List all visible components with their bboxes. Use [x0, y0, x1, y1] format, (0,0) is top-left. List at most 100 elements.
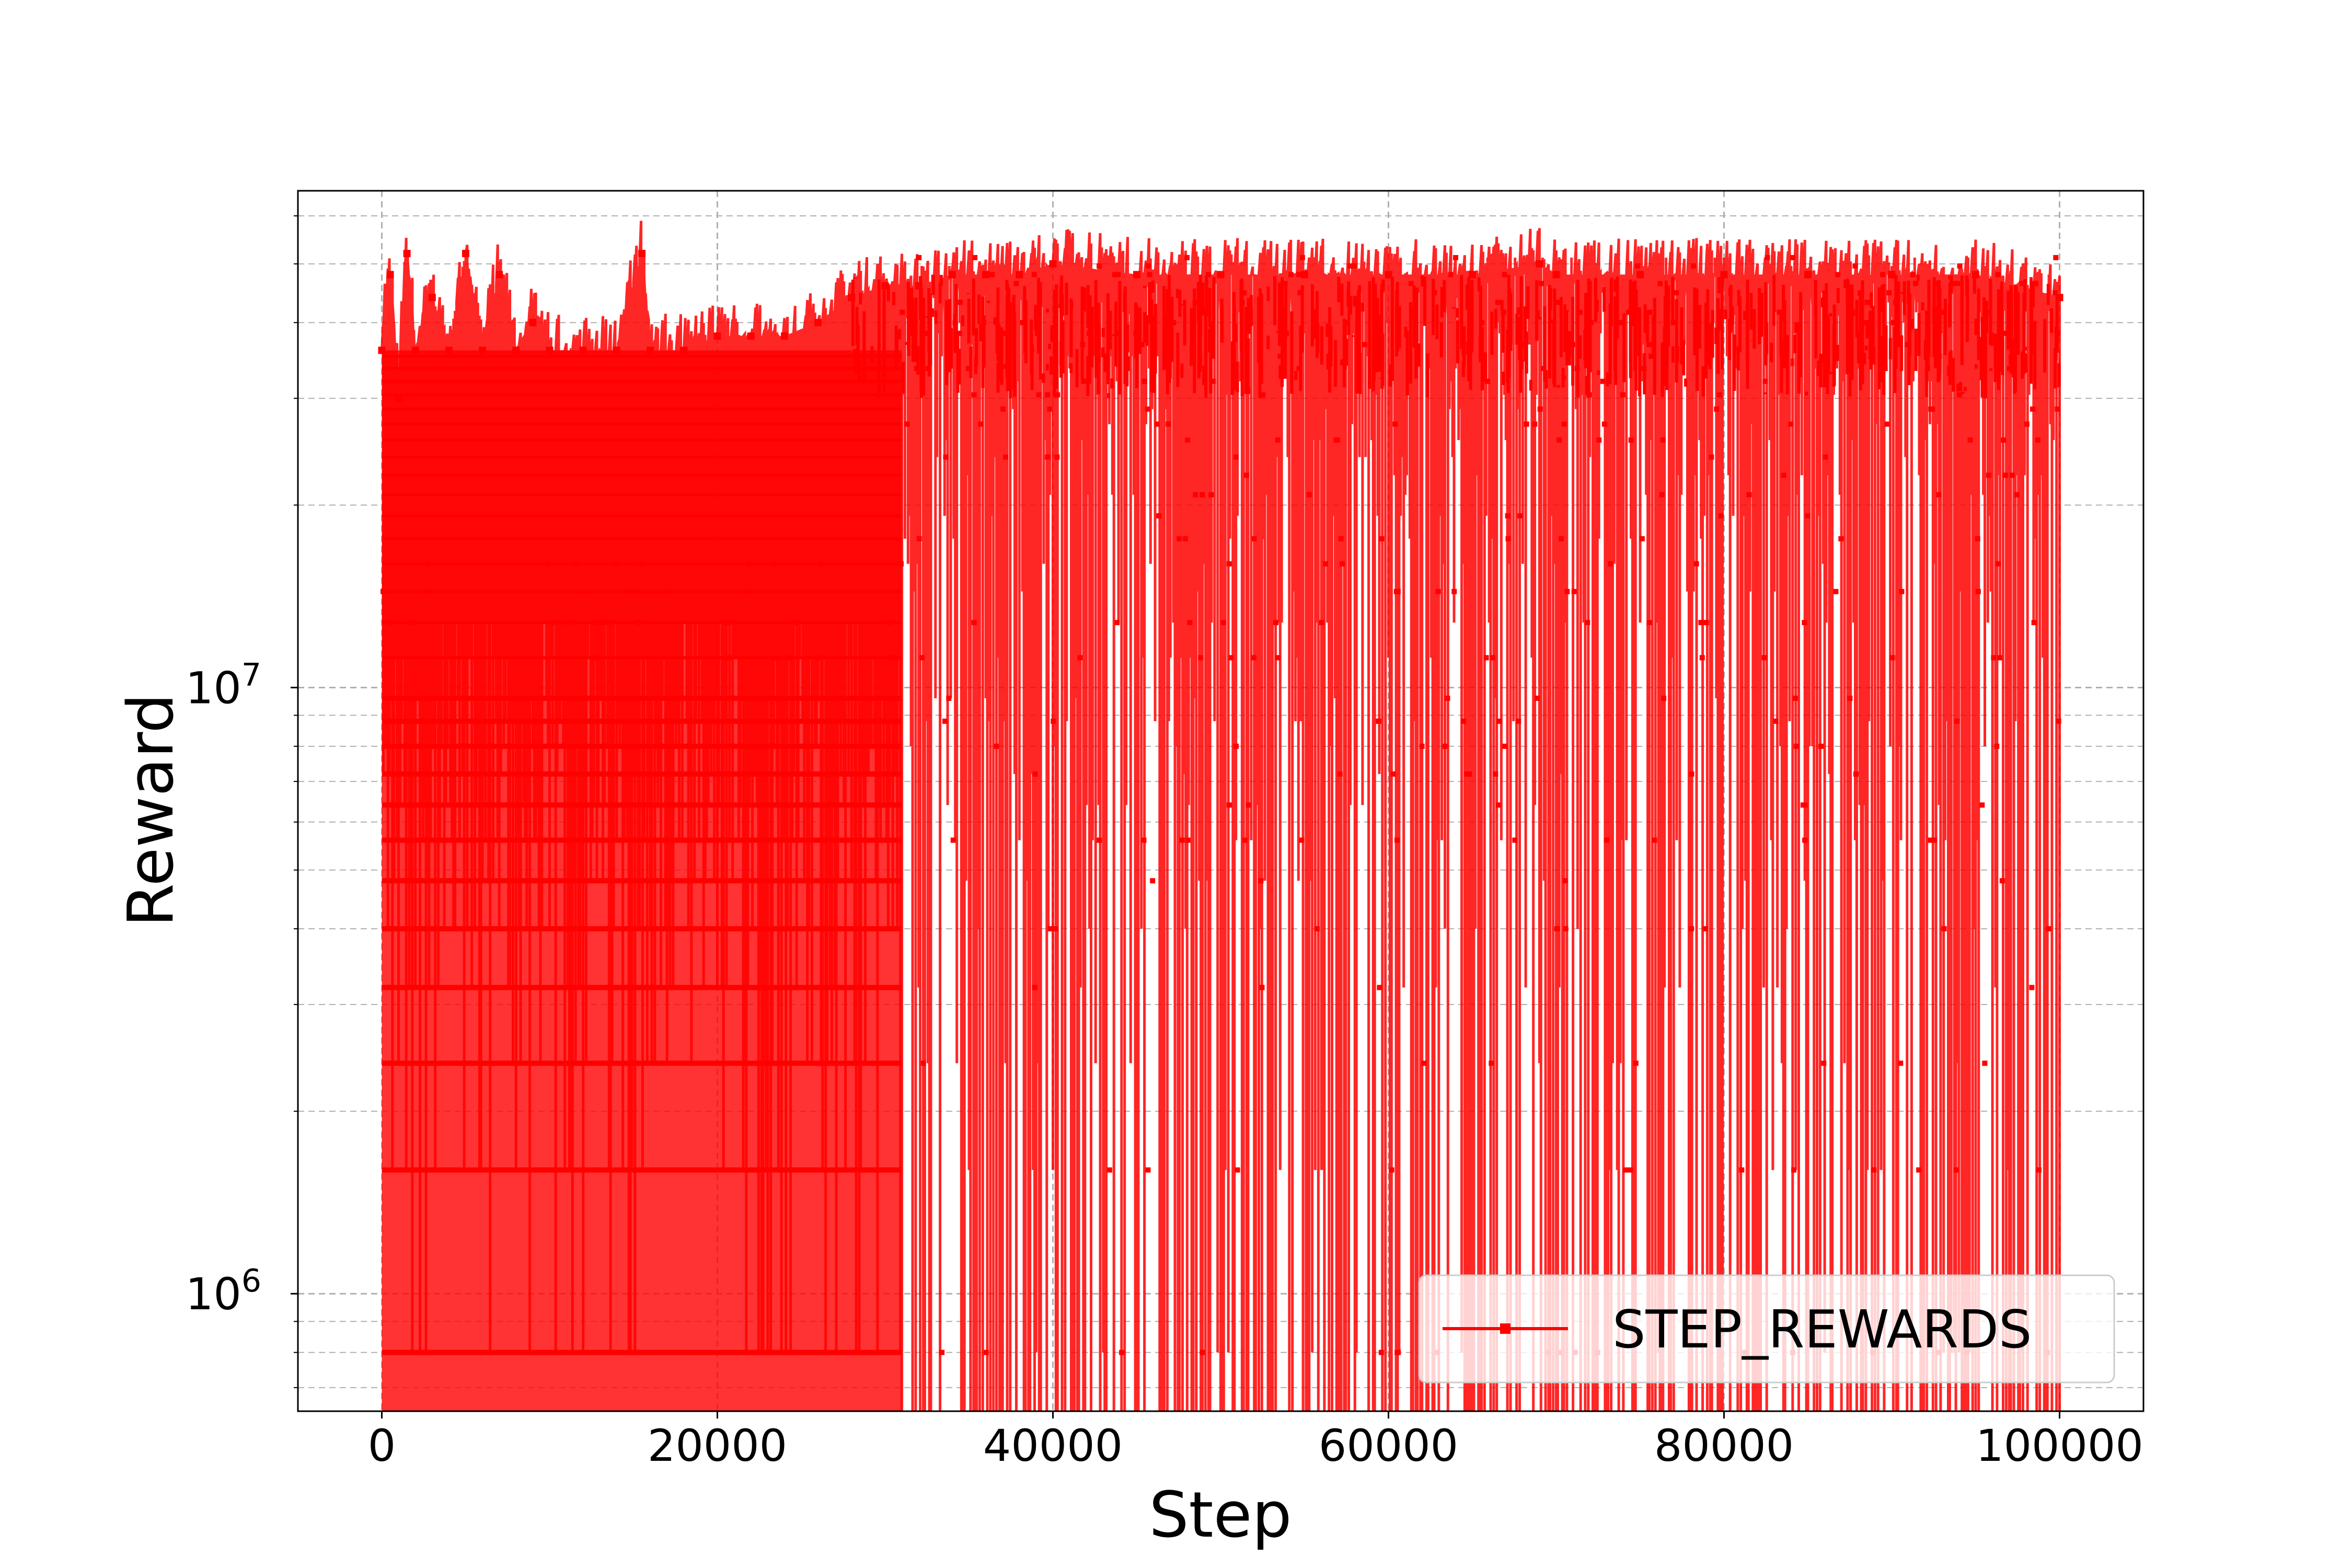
- reward-marker: [1671, 320, 1677, 326]
- reward-marker: [381, 589, 386, 594]
- reward-marker: [854, 1350, 859, 1355]
- x-tick-label: 60000: [1319, 1420, 1458, 1471]
- reward-marker: [925, 366, 931, 372]
- reward-marker: [1258, 878, 1264, 884]
- reward-sample-marker: [428, 294, 436, 302]
- reward-marker: [511, 1060, 517, 1066]
- reward-marker: [1251, 536, 1257, 541]
- reward-marker: [950, 837, 956, 843]
- reward-marker: [658, 1167, 664, 1173]
- reward-marker: [1479, 320, 1484, 326]
- reward-marker: [1652, 837, 1657, 843]
- reward-marker: [1182, 536, 1188, 541]
- reward-marker: [1635, 263, 1641, 269]
- reward-marker: [943, 454, 949, 460]
- y-tick-label: 107: [186, 656, 261, 713]
- reward-marker: [2029, 985, 2035, 990]
- reward-marker: [1939, 309, 1945, 315]
- reward-marker: [595, 1060, 601, 1066]
- plot-frame: [297, 190, 2145, 1412]
- reward-marker: [1000, 330, 1006, 336]
- reward-sample-marker: [378, 347, 386, 354]
- reward-marker: [1193, 492, 1198, 498]
- reward-marker: [916, 536, 922, 541]
- reward-marker: [1626, 309, 1632, 315]
- reward-marker: [1967, 437, 1973, 443]
- reward-marker: [1975, 536, 1980, 541]
- reward-marker: [1905, 342, 1910, 348]
- reward-marker: [605, 718, 611, 724]
- reward-marker: [1703, 620, 1709, 626]
- reward-marker: [1036, 392, 1042, 398]
- reward-sample-marker: [1888, 271, 1896, 279]
- reward-marker: [785, 837, 790, 843]
- reward-sample-marker: [445, 347, 453, 354]
- reward-marker: [1689, 771, 1694, 777]
- reward-marker: [1306, 492, 1312, 498]
- legend-label: STEP_REWARDS: [1612, 1299, 2032, 1360]
- reward-marker: [799, 878, 805, 884]
- reward-marker: [1600, 378, 1606, 384]
- reward-marker: [1864, 299, 1870, 305]
- x-tick-label: 80000: [1654, 1420, 1794, 1471]
- reward-marker: [1699, 655, 1705, 661]
- reward-sample-marker: [462, 250, 469, 258]
- reward-sample-marker: [529, 319, 537, 327]
- reward-marker: [763, 696, 768, 701]
- reward-marker: [809, 718, 815, 724]
- reward-marker: [2055, 406, 2060, 412]
- reward-marker: [1097, 263, 1102, 269]
- reward-sample-marker: [1636, 271, 1644, 279]
- reward-marker: [1220, 620, 1226, 626]
- reward-marker: [895, 743, 901, 749]
- reward-marker: [1773, 718, 1779, 724]
- reward-marker: [1003, 454, 1009, 460]
- reward-marker: [1260, 392, 1266, 398]
- reward-marker: [1177, 536, 1182, 541]
- reward-marker: [1343, 320, 1348, 326]
- reward-marker: [1991, 655, 1997, 661]
- reward-sample-marker: [403, 250, 411, 258]
- reward-marker: [1347, 263, 1353, 269]
- reward-marker: [1716, 392, 1722, 398]
- reward-marker: [1660, 437, 1666, 443]
- reward-marker: [1421, 1060, 1427, 1066]
- reward-marker: [1502, 743, 1508, 749]
- reward-marker: [958, 299, 963, 305]
- reward-marker: [1351, 263, 1357, 269]
- reward-marker: [1913, 281, 1919, 286]
- reward-marker: [1936, 492, 1942, 498]
- reward-sample-marker: [982, 271, 990, 279]
- reward-marker: [1228, 655, 1234, 661]
- reward-marker: [514, 985, 520, 990]
- reward-marker: [1284, 330, 1289, 336]
- reward-marker: [687, 1060, 693, 1066]
- reward-marker: [1184, 255, 1190, 260]
- reward-marker: [1934, 281, 1940, 286]
- reward-marker: [1628, 1167, 1633, 1173]
- reward-marker: [1563, 926, 1569, 931]
- reward-marker: [1657, 281, 1663, 286]
- reward-marker: [1047, 926, 1053, 931]
- reward-marker: [1871, 1167, 1877, 1173]
- reward-marker: [545, 561, 550, 567]
- reward-marker: [833, 743, 839, 749]
- reward-sample-marker: [814, 319, 822, 327]
- reward-sample-marker: [613, 347, 620, 354]
- reward-marker: [1097, 837, 1102, 843]
- reward-marker: [1490, 655, 1495, 661]
- reward-marker: [583, 802, 589, 808]
- reward-marker: [1788, 421, 1794, 427]
- reward-marker: [1884, 421, 1890, 427]
- reward-marker: [1393, 589, 1399, 594]
- reward-marker: [1297, 290, 1303, 296]
- reward-marker: [1746, 492, 1752, 498]
- reward-marker: [1495, 299, 1501, 305]
- reward-marker: [1319, 620, 1324, 626]
- reward-sample-marker: [848, 294, 856, 302]
- reward-marker: [1296, 272, 1302, 278]
- reward-marker: [1299, 837, 1305, 843]
- reward-marker: [566, 620, 571, 626]
- reward-marker: [1999, 878, 2005, 884]
- reward-marker: [1277, 353, 1283, 359]
